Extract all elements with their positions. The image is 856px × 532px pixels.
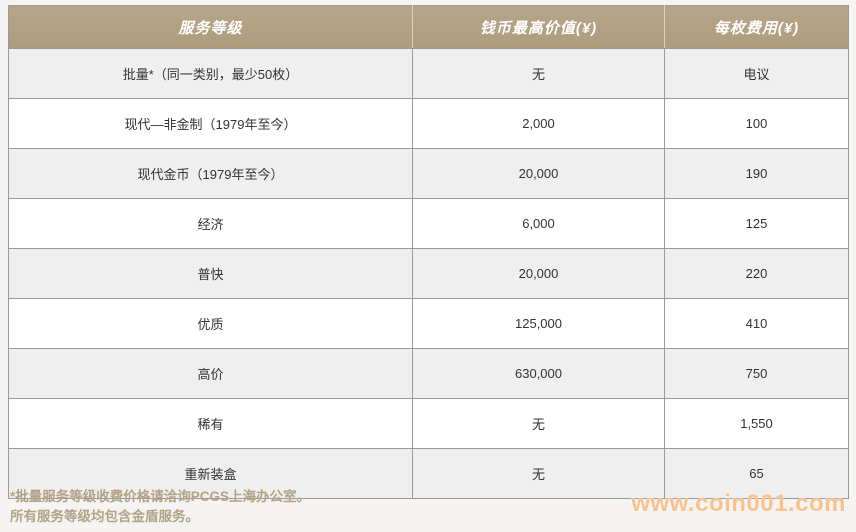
fee-cell: 410 bbox=[664, 298, 849, 349]
table-row: 高价 630,000 750 bbox=[8, 348, 849, 399]
table-row: 现代金币（1979年至今） 20,000 190 bbox=[8, 148, 849, 199]
service-level-cell: 批量*（同一类别，最少50枚） bbox=[8, 48, 413, 99]
table-row: 现代—非金制（1979年至今） 2,000 100 bbox=[8, 98, 849, 149]
table-row: 稀有 无 1,550 bbox=[8, 398, 849, 449]
table-header-row: 服务等级 钱币最高价值(¥) 每枚费用(¥) bbox=[8, 5, 849, 49]
column-header-fee-per-coin: 每枚费用(¥) bbox=[664, 5, 849, 49]
max-value-cell: 20,000 bbox=[412, 148, 665, 199]
service-level-cell: 高价 bbox=[8, 348, 413, 399]
footnote-line-1: *批量服务等级收费价格请洽询PCGS上海办公室。 bbox=[10, 489, 311, 504]
service-level-cell: 稀有 bbox=[8, 398, 413, 449]
fee-cell: 1,550 bbox=[664, 398, 849, 449]
service-pricing-table: 服务等级 钱币最高价值(¥) 每枚费用(¥) 批量*（同一类别，最少50枚） 无… bbox=[8, 5, 849, 499]
fee-cell: 750 bbox=[664, 348, 849, 399]
max-value-cell: 20,000 bbox=[412, 248, 665, 299]
max-value-cell: 125,000 bbox=[412, 298, 665, 349]
table-row: 普快 20,000 220 bbox=[8, 248, 849, 299]
column-header-service-level: 服务等级 bbox=[8, 5, 413, 49]
service-level-cell: 普快 bbox=[8, 248, 413, 299]
table-row: 优质 125,000 410 bbox=[8, 298, 849, 349]
table-row: 经济 6,000 125 bbox=[8, 198, 849, 249]
fee-cell: 190 bbox=[664, 148, 849, 199]
fee-cell: 220 bbox=[664, 248, 849, 299]
max-value-cell: 630,000 bbox=[412, 348, 665, 399]
fee-cell: 100 bbox=[664, 98, 849, 149]
column-header-max-coin-value: 钱币最高价值(¥) bbox=[412, 5, 665, 49]
fee-cell: 65 bbox=[664, 448, 849, 499]
service-level-cell: 重新装盒 bbox=[8, 448, 413, 499]
service-level-cell: 现代金币（1979年至今） bbox=[8, 148, 413, 199]
table-row: 重新装盒 无 65 bbox=[8, 448, 849, 499]
service-level-cell: 现代—非金制（1979年至今） bbox=[8, 98, 413, 149]
footnote: *批量服务等级收费价格请洽询PCGS上海办公室。 所有服务等级均包含金盾服务。 bbox=[10, 487, 310, 527]
service-level-cell: 经济 bbox=[8, 198, 413, 249]
max-value-cell: 6,000 bbox=[412, 198, 665, 249]
fee-cell: 电议 bbox=[664, 48, 849, 99]
table-row: 批量*（同一类别，最少50枚） 无 电议 bbox=[8, 48, 849, 99]
fee-cell: 125 bbox=[664, 198, 849, 249]
max-value-cell: 无 bbox=[412, 448, 665, 499]
max-value-cell: 无 bbox=[412, 398, 665, 449]
max-value-cell: 无 bbox=[412, 48, 665, 99]
max-value-cell: 2,000 bbox=[412, 98, 665, 149]
footnote-line-2: 所有服务等级均包含金盾服务。 bbox=[10, 509, 199, 524]
service-level-cell: 优质 bbox=[8, 298, 413, 349]
watermark: www.coin001.com bbox=[631, 490, 846, 517]
